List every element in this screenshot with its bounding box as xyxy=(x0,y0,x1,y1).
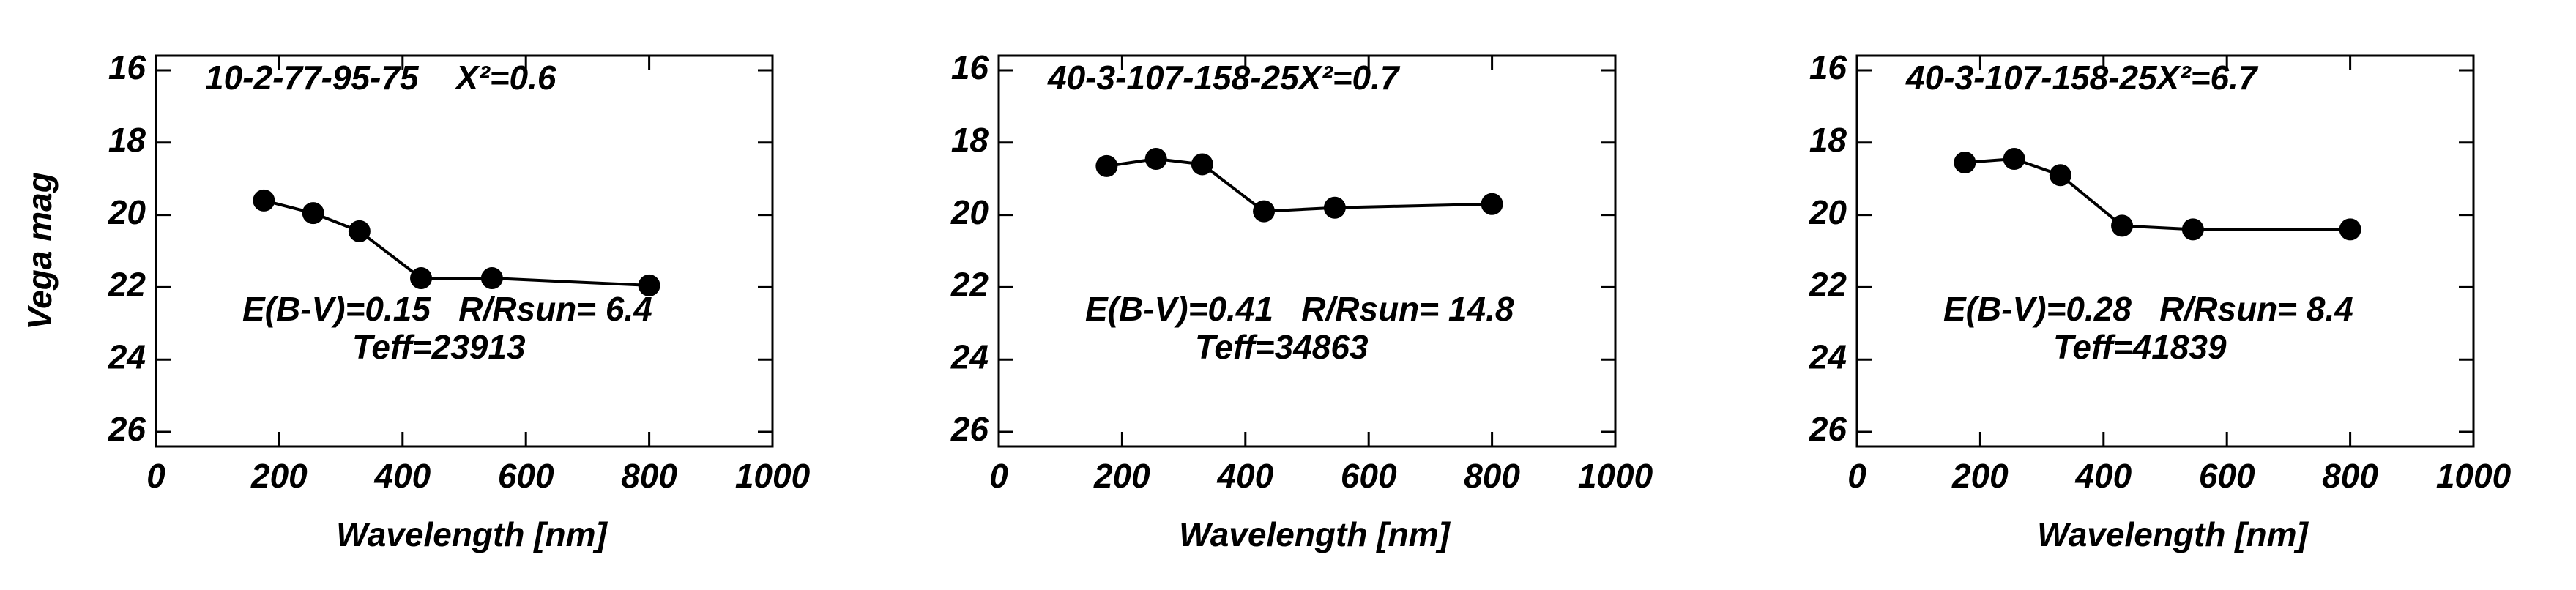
x-tick-label: 800 xyxy=(2322,457,2378,495)
x-tick-label: 0 xyxy=(1847,457,1866,495)
annotation: E(B-V)=0.28 R/Rsun= 8.4 xyxy=(1943,290,2353,328)
y-tick-label: 16 xyxy=(951,48,989,86)
x-tick-label: 400 xyxy=(1216,457,1273,495)
data-point xyxy=(1144,148,1167,171)
x-tick-label: 0 xyxy=(146,457,165,495)
annotation: Teff=23913 xyxy=(352,328,526,366)
y-tick-label: 24 xyxy=(1809,337,1847,376)
data-point xyxy=(2181,218,2204,241)
x-axis-label: Wavelength [nm] xyxy=(1179,515,1451,553)
x-tick-label: 600 xyxy=(498,457,554,495)
y-tick-label: 22 xyxy=(950,266,989,304)
data-point xyxy=(1095,154,1118,177)
plot-frame xyxy=(997,54,1617,448)
data-point xyxy=(2339,218,2361,241)
chart-title: 40-3-107-158-25X²=0.7 xyxy=(1047,59,1401,97)
data-point xyxy=(410,267,433,290)
x-axis-label: Wavelength [nm] xyxy=(2037,515,2309,553)
y-tick-label: 24 xyxy=(950,337,989,376)
x-tick-label: 200 xyxy=(250,457,308,495)
x-tick-label: 600 xyxy=(2199,457,2255,495)
x-tick-label: 1000 xyxy=(735,457,811,495)
y-tick-label: 18 xyxy=(1809,121,1847,159)
x-tick-label: 200 xyxy=(1951,457,2009,495)
data-line xyxy=(1106,157,1492,213)
y-tick-label: 16 xyxy=(1809,48,1847,86)
y-tick-label: 22 xyxy=(1809,266,1847,304)
data-point xyxy=(302,202,324,225)
x-tick-label: 600 xyxy=(1341,457,1397,495)
data-point xyxy=(348,220,371,242)
data-point xyxy=(2111,214,2134,237)
data-point xyxy=(1954,151,1976,173)
data-line xyxy=(1965,157,2350,231)
annotation: E(B-V)=0.41 R/Rsun= 14.8 xyxy=(1085,290,1514,328)
x-tick-label: 400 xyxy=(373,457,431,495)
x-tick-label: 0 xyxy=(989,457,1008,495)
y-tick-label: 26 xyxy=(950,410,989,448)
y-tick-label: 16 xyxy=(108,48,146,86)
annotation: Teff=41839 xyxy=(2053,328,2227,366)
x-tick-label: 1000 xyxy=(2436,457,2512,495)
y-tick-label: 20 xyxy=(950,193,989,231)
y-tick-label: 18 xyxy=(951,121,989,159)
y-tick-label: 26 xyxy=(1809,410,1847,448)
data-point xyxy=(1323,196,1346,219)
x-tick-label: 800 xyxy=(621,457,677,495)
y-axis-label: Vega mag xyxy=(21,172,59,330)
data-point xyxy=(1253,200,1276,223)
plot-frame xyxy=(1855,54,2475,448)
x-tick-label: 800 xyxy=(1464,457,1520,495)
data-point xyxy=(638,274,660,296)
x-tick-label: 200 xyxy=(1093,457,1150,495)
annotation: Teff=34863 xyxy=(1195,328,1369,366)
y-tick-label: 22 xyxy=(108,266,146,304)
data-point xyxy=(480,267,503,290)
data-point xyxy=(1191,153,1213,176)
x-axis-label: Wavelength [nm] xyxy=(336,515,608,553)
y-tick-label: 20 xyxy=(108,193,146,231)
y-tick-label: 18 xyxy=(108,121,146,159)
y-tick-label: 26 xyxy=(108,410,146,448)
data-point xyxy=(2003,148,2025,171)
x-tick-label: 400 xyxy=(2074,457,2132,495)
y-tick-label: 24 xyxy=(108,337,146,376)
data-point xyxy=(2049,164,2071,187)
chart-title: 40-3-107-158-25X²=6.7 xyxy=(1905,59,2259,97)
chart-title: 10-2-77-95-75 X²=0.6 xyxy=(205,59,556,97)
y-tick-label: 20 xyxy=(1809,193,1847,231)
plot-frame xyxy=(155,54,774,448)
x-tick-label: 1000 xyxy=(1578,457,1653,495)
data-point xyxy=(1481,193,1503,215)
annotation: E(B-V)=0.15 R/Rsun= 6.4 xyxy=(242,290,652,328)
data-point xyxy=(253,189,275,212)
